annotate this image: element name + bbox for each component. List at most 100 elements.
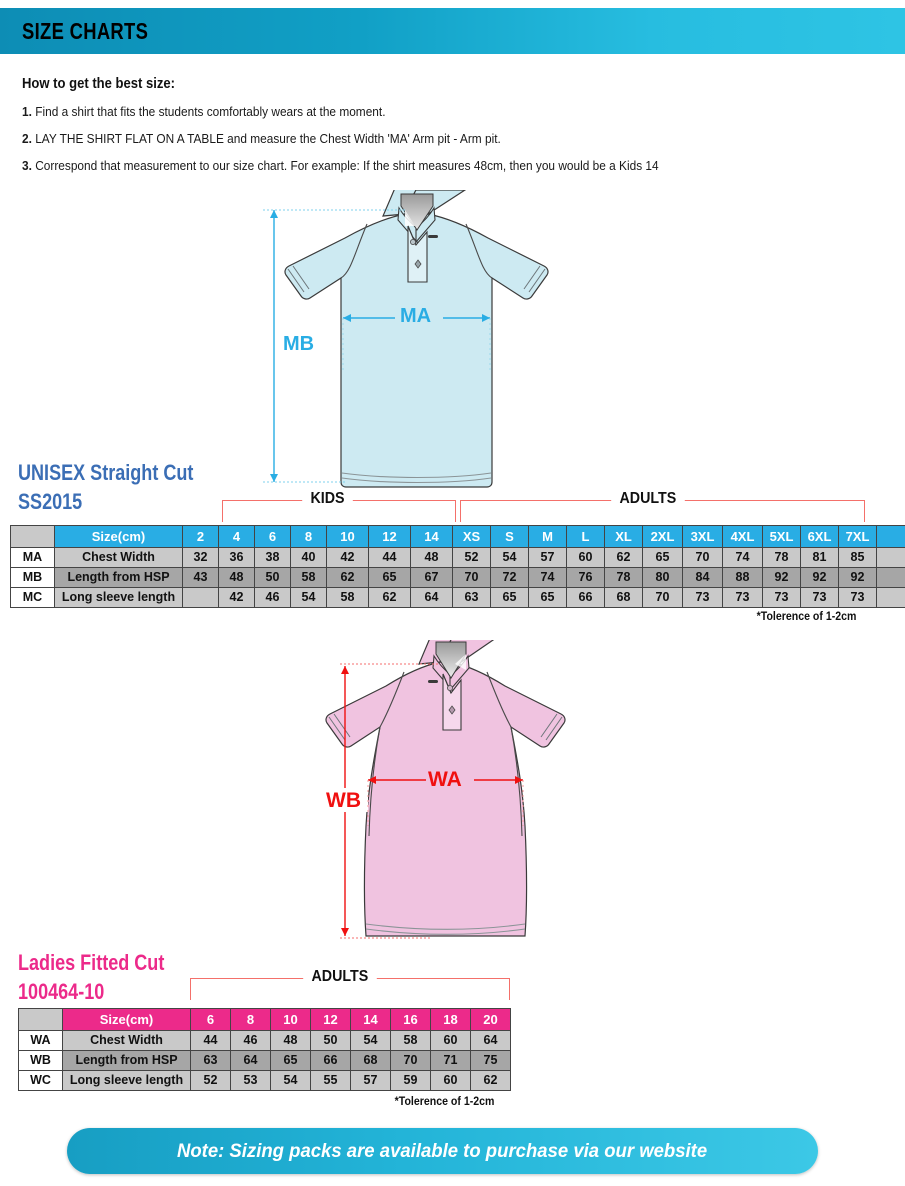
unisex-placket <box>407 225 438 283</box>
cell: 64 <box>470 1030 511 1051</box>
unisex-cut-title-line1: UNISEX Straight Cut <box>18 460 194 485</box>
cell: 68 <box>604 587 643 608</box>
ladies-tolerance-note: *Tolerence of 1-2cm <box>394 1096 495 1108</box>
cell: 68 <box>350 1050 391 1071</box>
step-number: 1. <box>22 104 32 119</box>
header-col-10: L <box>566 525 605 548</box>
cell: 52 <box>452 547 491 568</box>
cell: 57 <box>528 547 567 568</box>
table-row: MA Chest Width 32 36 38 40 42 44 48 52 5… <box>10 547 905 568</box>
cell: 64 <box>410 587 453 608</box>
cell: 44 <box>368 547 411 568</box>
header-col-6: 14 <box>410 525 453 548</box>
cell: 50 <box>310 1030 351 1051</box>
table-row: WA Chest Width 44 46 48 50 54 58 60 64 <box>18 1030 511 1051</box>
cell: 84 <box>682 567 723 588</box>
cell: 70 <box>642 587 683 608</box>
row-code: WB <box>18 1050 63 1071</box>
row-label: Chest Width <box>62 1030 191 1051</box>
cell: 57 <box>350 1070 391 1091</box>
cell: 62 <box>326 567 369 588</box>
header-col-11: XL <box>604 525 643 548</box>
cell: 85 <box>838 547 877 568</box>
cell: 60 <box>430 1070 471 1091</box>
cell: 46 <box>230 1030 271 1051</box>
cell: 74 <box>722 547 763 568</box>
cell: 48 <box>218 567 255 588</box>
instruction-step-3: 3. Correspond that measurement to our si… <box>22 158 796 173</box>
unisex-armhole-seams <box>340 223 493 279</box>
cell: 63 <box>452 587 491 608</box>
cell: 58 <box>326 587 369 608</box>
ladies-group-brackets: ADULTS <box>0 968 905 1002</box>
row-code: WC <box>18 1070 63 1091</box>
ladies-length-label: WB <box>326 789 361 812</box>
bracket-label-adults: ADULTS <box>611 490 685 508</box>
header-col-12: 2XL <box>642 525 683 548</box>
cell: 60 <box>430 1030 471 1051</box>
header-col-8: S <box>490 525 529 548</box>
unisex-shirt-body <box>284 213 549 488</box>
cell: 36 <box>218 547 255 568</box>
row-label: Long sleeve length <box>54 587 183 608</box>
cell-empty <box>876 587 905 608</box>
row-code: MB <box>10 567 55 588</box>
instructions-block: How to get the best size: 1. Find a shir… <box>22 76 882 185</box>
header-col-1: 4 <box>218 525 255 548</box>
row-code: MC <box>10 587 55 608</box>
cell: 46 <box>254 587 291 608</box>
header-col-7: 20 <box>470 1008 511 1031</box>
header-corner-code <box>10 525 55 548</box>
unisex-tolerance-note: *Tolerence of 1-2cm <box>756 611 857 623</box>
cell-empty <box>876 567 905 588</box>
cell: 40 <box>290 547 327 568</box>
header-col-5: 12 <box>368 525 411 548</box>
cell: 48 <box>410 547 453 568</box>
cell: 32 <box>182 547 219 568</box>
header-col-13: 3XL <box>682 525 723 548</box>
header-col-2: 10 <box>270 1008 311 1031</box>
table-header-row: Size(cm) 2 4 6 8 10 12 14 XS S M L XL 2X… <box>10 525 905 548</box>
table-row: MC Long sleeve length 42 46 54 58 62 64 … <box>10 587 905 608</box>
cell: 52 <box>190 1070 231 1091</box>
ladies-size-table: Size(cm) 6 8 10 12 14 16 18 20 WA Chest … <box>18 1008 511 1091</box>
unisex-cut-title-line2: SS2015 <box>18 489 83 514</box>
cell: 63 <box>190 1050 231 1071</box>
cell: 38 <box>254 547 291 568</box>
cell: 65 <box>642 547 683 568</box>
unisex-sleeve-cuff-right <box>523 265 546 293</box>
cell: 70 <box>390 1050 431 1071</box>
ladies-placket <box>428 673 462 731</box>
header-col-6: 18 <box>430 1008 471 1031</box>
cell: 59 <box>390 1070 431 1091</box>
header-col-7: XS <box>452 525 491 548</box>
cell: 62 <box>604 547 643 568</box>
sizing-packs-note-text: Note: Sizing packs are available to purc… <box>177 1139 708 1162</box>
cell: 66 <box>566 587 605 608</box>
header-col-17: 7XL <box>838 525 877 548</box>
row-label: Long sleeve length <box>62 1070 191 1091</box>
cell: 65 <box>368 567 411 588</box>
unisex-size-table: Size(cm) 2 4 6 8 10 12 14 XS S M L XL 2X… <box>10 525 905 608</box>
cell: 54 <box>350 1030 391 1051</box>
table-row: MB Length from HSP 43 48 50 58 62 65 67 … <box>10 567 905 588</box>
cell: 73 <box>800 587 839 608</box>
header-col-5: 16 <box>390 1008 431 1031</box>
cell: 73 <box>682 587 723 608</box>
cell: 92 <box>800 567 839 588</box>
unisex-length-label: MB <box>283 333 314 355</box>
unisex-polo-diagram: MB MA <box>255 190 675 500</box>
unisex-length-dimension <box>263 209 407 483</box>
table-row: WC Long sleeve length 52 53 54 55 57 59 … <box>18 1070 511 1091</box>
cell: 65 <box>528 587 567 608</box>
cell: 65 <box>270 1050 311 1071</box>
cell: 70 <box>682 547 723 568</box>
cell: 62 <box>470 1070 511 1091</box>
header-col-0: 2 <box>182 525 219 548</box>
ladies-width-label: WA <box>428 768 462 791</box>
cell: 53 <box>230 1070 271 1091</box>
cell: 42 <box>218 587 255 608</box>
unisex-width-label: MA <box>400 305 431 327</box>
ladies-sleeve-cuff-right <box>540 713 563 741</box>
step-number: 3. <box>22 158 32 173</box>
